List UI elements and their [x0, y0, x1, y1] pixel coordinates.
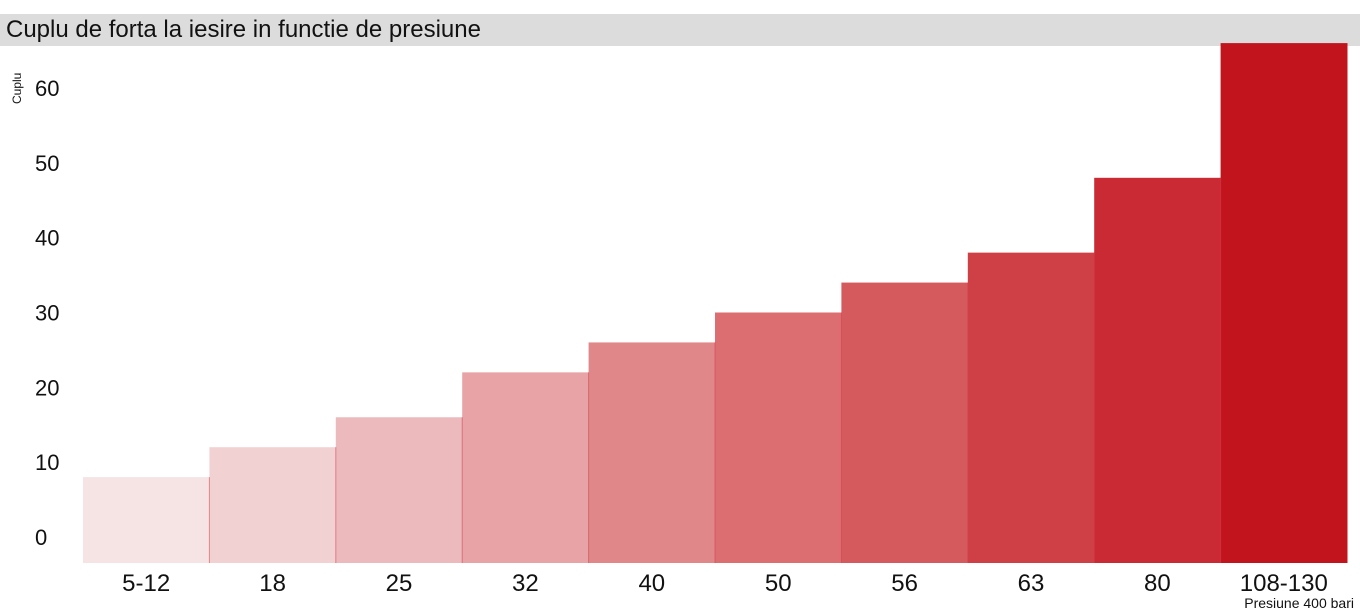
bar-108-130 — [1220, 43, 1348, 564]
bars-layer — [83, 43, 1348, 564]
bar-40 — [588, 342, 716, 563]
bar-63 — [967, 252, 1095, 563]
bar-32 — [462, 372, 590, 563]
x-axis-ticks: 5-12 18 25 32 40 50 56 63 80 108-130 — [122, 570, 1328, 597]
y-axis-label: Cuplu — [10, 73, 24, 104]
y-tick-label: 40 — [35, 226, 59, 251]
bar-80 — [1094, 177, 1222, 564]
bar-25 — [335, 417, 463, 563]
y-tick-label: 0 — [35, 525, 47, 550]
bar-56 — [841, 282, 969, 563]
x-tick-label: 80 — [1144, 570, 1171, 597]
x-tick-label: 18 — [259, 570, 286, 597]
y-tick-label: 20 — [35, 375, 59, 400]
chart-title: Cuplu de forta la iesire in functie de p… — [6, 16, 481, 43]
bar-50 — [715, 312, 842, 563]
x-tick-label: 5-12 — [122, 570, 170, 597]
x-tick-label: 108-130 — [1240, 570, 1328, 597]
x-tick-label: 32 — [512, 570, 539, 597]
x-axis-label: Presiune 400 bari — [1244, 595, 1354, 611]
y-tick-label: 60 — [35, 76, 59, 101]
bar-18 — [209, 447, 337, 563]
x-tick-label: 63 — [1018, 570, 1045, 597]
x-tick-label: 56 — [891, 570, 918, 597]
y-axis-ticks: 0 10 20 30 40 50 60 — [35, 76, 59, 550]
chart-title-bar: Cuplu de forta la iesire in functie de p… — [0, 14, 1360, 46]
x-tick-label: 40 — [638, 570, 665, 597]
x-tick-label: 50 — [765, 570, 792, 597]
y-tick-label: 10 — [35, 450, 59, 475]
y-tick-label: 50 — [35, 151, 59, 176]
x-tick-label: 25 — [386, 570, 413, 597]
y-tick-label: 30 — [35, 301, 59, 326]
bar-5-12 — [83, 477, 210, 563]
